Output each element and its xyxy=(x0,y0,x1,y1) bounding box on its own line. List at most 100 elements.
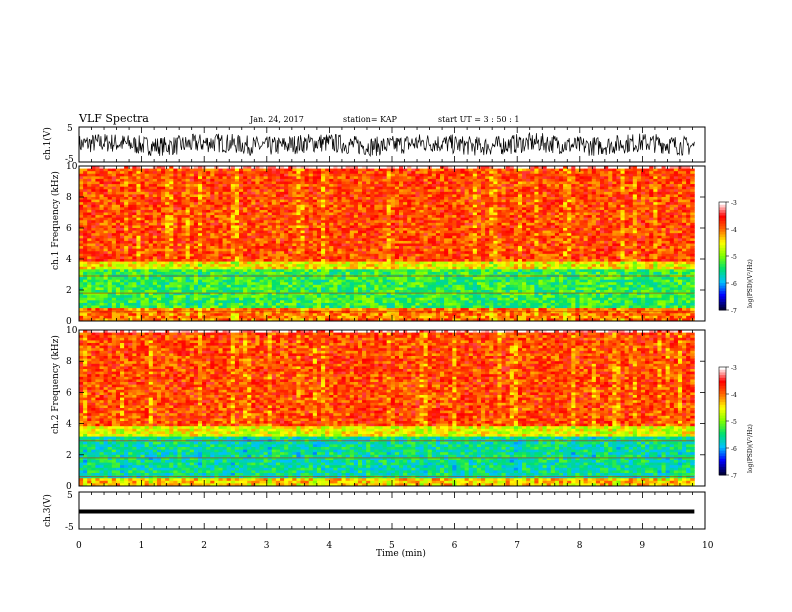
spectrogram-cell xyxy=(255,251,260,255)
spectrogram-cell xyxy=(238,222,244,226)
spectrogram-cell xyxy=(189,178,195,182)
spectrogram-cell xyxy=(398,189,404,193)
spectrogram-cell xyxy=(210,212,215,216)
spectrogram-cell xyxy=(308,168,314,172)
spectrogram-cell xyxy=(243,305,248,309)
spectrogram-cell xyxy=(370,184,375,188)
spectrogram-cell xyxy=(189,173,195,177)
spectrogram-cell xyxy=(214,266,219,270)
spectrogram-cell xyxy=(136,290,141,293)
spectrogram-cell xyxy=(234,308,240,312)
spectrogram-cell xyxy=(169,197,174,200)
spectrogram-cell xyxy=(107,181,113,185)
spectrogram-cell xyxy=(214,222,219,226)
spectrogram-cell xyxy=(152,302,158,306)
spectrogram-cell xyxy=(165,184,170,188)
spectrogram-cell xyxy=(247,171,252,175)
spectrogram-cell xyxy=(177,271,182,275)
spectrogram-cell xyxy=(181,204,187,208)
spectrogram-cell xyxy=(362,256,367,260)
spectrogram-cell xyxy=(296,295,301,299)
spectrogram-cell xyxy=(243,284,248,288)
spectrogram-cell xyxy=(144,228,150,231)
spectrogram-cell xyxy=(378,191,383,195)
spectrogram-cell xyxy=(173,217,178,221)
spectrogram-cell xyxy=(382,191,388,195)
spectrogram-cell xyxy=(370,295,375,299)
spectrogram-cell xyxy=(300,282,306,286)
spectrogram-cell xyxy=(382,204,388,208)
spectrogram-cell xyxy=(83,259,88,262)
spectrogram-cell xyxy=(243,204,248,208)
spectrogram-cell xyxy=(390,225,396,229)
spectrogram-cell xyxy=(91,240,96,244)
spectrogram-cell xyxy=(288,212,293,216)
spectrogram-cell xyxy=(189,189,195,193)
spectrogram-cell xyxy=(398,266,404,270)
spectrogram-cell xyxy=(378,204,383,208)
spectrogram-cell xyxy=(197,300,203,304)
spectrogram-cell xyxy=(300,292,306,296)
spectrogram-cell xyxy=(165,295,170,299)
spectrogram-cell xyxy=(206,225,211,229)
spectrogram-cell xyxy=(218,207,223,211)
spectrogram-cell xyxy=(345,197,351,200)
spectrogram-cell xyxy=(152,300,158,304)
spectrogram-cell xyxy=(341,259,347,262)
spectrogram-cell xyxy=(312,308,318,312)
spectrogram-cell xyxy=(337,318,342,322)
spectrogram-cell xyxy=(398,186,404,190)
spectrogram-cell xyxy=(308,248,314,252)
spectrogram-cell xyxy=(407,184,412,188)
spectrogram-cell xyxy=(222,228,228,231)
spectrogram-cell xyxy=(193,168,199,172)
spectrogram-cell xyxy=(280,277,285,281)
spectrogram-cell xyxy=(378,186,383,190)
spectrogram-cell xyxy=(234,238,240,242)
spectrogram-cell xyxy=(390,222,396,226)
spectrogram-cell xyxy=(280,207,285,211)
spectrogram-cell xyxy=(230,207,236,211)
spectrogram-cell xyxy=(210,305,215,309)
spectrogram-cell xyxy=(115,230,121,234)
spectrogram-cell xyxy=(275,264,281,268)
spectrogram-cell xyxy=(337,178,342,182)
spectrogram-cell xyxy=(374,284,379,288)
spectrogram-cell xyxy=(161,269,166,273)
spectrogram-cell xyxy=(259,222,265,226)
spectrogram-cell xyxy=(124,168,129,172)
spectrogram-cell xyxy=(353,266,359,270)
spectrogram-cell xyxy=(259,292,265,296)
spectrogram-cell xyxy=(107,197,113,200)
spectrogram-cell xyxy=(169,209,174,213)
spectrogram-cell xyxy=(247,256,252,260)
spectrogram-cell xyxy=(148,220,154,224)
spectrogram-cell xyxy=(329,181,334,185)
spectrogram-cell xyxy=(169,230,174,234)
spectrogram-cell xyxy=(230,292,236,296)
spectrogram-cell xyxy=(148,233,154,237)
spectrogram-cell xyxy=(132,176,137,180)
spectrogram-cell xyxy=(214,300,219,304)
spectrogram-cell xyxy=(292,290,297,293)
spectrogram-cell xyxy=(304,295,310,299)
spectrogram-cell xyxy=(345,217,351,221)
spectrogram-cell xyxy=(161,290,166,293)
spectrogram-cell xyxy=(214,217,219,221)
spectrogram-cell xyxy=(230,261,236,265)
spectrogram-cell xyxy=(333,277,338,281)
spectrogram-cell xyxy=(226,212,232,216)
spectrogram-cell xyxy=(407,171,412,175)
spectrogram-cell xyxy=(124,204,129,208)
spectrogram-cell xyxy=(124,243,129,247)
spectrogram-cell xyxy=(181,212,187,216)
spectrogram-cell xyxy=(308,292,314,296)
spectrogram-cell xyxy=(128,228,133,231)
spectrogram-cell xyxy=(173,212,178,216)
spectrogram-cell xyxy=(120,279,125,283)
spectrogram-cell xyxy=(95,184,100,188)
spectrogram-cell xyxy=(230,238,236,242)
spectrogram-cell xyxy=(152,269,158,273)
spectrogram-cell xyxy=(329,212,334,216)
spectrogram-cell xyxy=(161,264,166,268)
